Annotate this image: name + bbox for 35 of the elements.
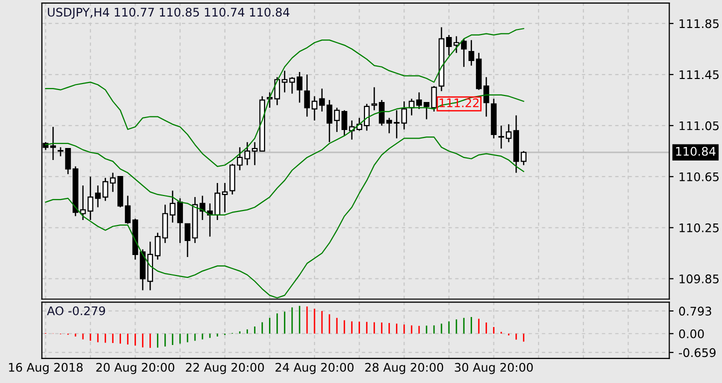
candlestick — [244, 142, 250, 166]
candlestick — [394, 110, 400, 139]
candlestick — [274, 76, 280, 106]
y-tick-label: 0.00 — [679, 329, 704, 338]
y-tick-label: 110.25 — [680, 223, 719, 232]
x-tick-label: 30 Aug 20:00 — [454, 362, 533, 374]
candlestick — [110, 172, 116, 193]
ref-line-label: 110.84 — [676, 146, 716, 156]
candlestick — [468, 39, 474, 66]
y-tick-label: 111.05 — [680, 121, 719, 130]
candlestick — [386, 117, 392, 134]
candlestick — [483, 76, 490, 118]
candlestick — [252, 142, 258, 166]
y-tick-label: 0.793 — [679, 306, 712, 316]
y-tick-label: -0.659 — [678, 348, 716, 358]
x-tick-label: 22 Aug 20:00 — [186, 362, 264, 374]
x-tick-label: 28 Aug 20:00 — [365, 362, 444, 374]
y-tick-label: 109.85 — [680, 274, 719, 284]
candlestick — [236, 146, 243, 171]
candlestick — [378, 99, 385, 126]
x-tick-label: 16 Aug 2018 — [9, 362, 83, 374]
candlestick — [498, 124, 504, 150]
candlestick — [506, 124, 512, 143]
candlestick — [401, 100, 408, 130]
x-tick-label: 24 Aug 20:00 — [276, 362, 354, 374]
line-series — [45, 136, 524, 298]
chart-title: USDJPY,H4 110.77 110.85 110.74 110.84 — [48, 8, 290, 19]
y-tick-label: 110.65 — [680, 172, 719, 182]
x-tick-label: 20 Aug 20:00 — [96, 362, 174, 374]
candlestick — [520, 150, 527, 166]
line-series — [45, 28, 524, 167]
y-tick-label: 111.85 — [680, 19, 719, 28]
y-tick-label: 111.45 — [680, 70, 719, 80]
candlestick — [124, 195, 131, 224]
chart-title: AO -0.279 — [46, 306, 106, 316]
